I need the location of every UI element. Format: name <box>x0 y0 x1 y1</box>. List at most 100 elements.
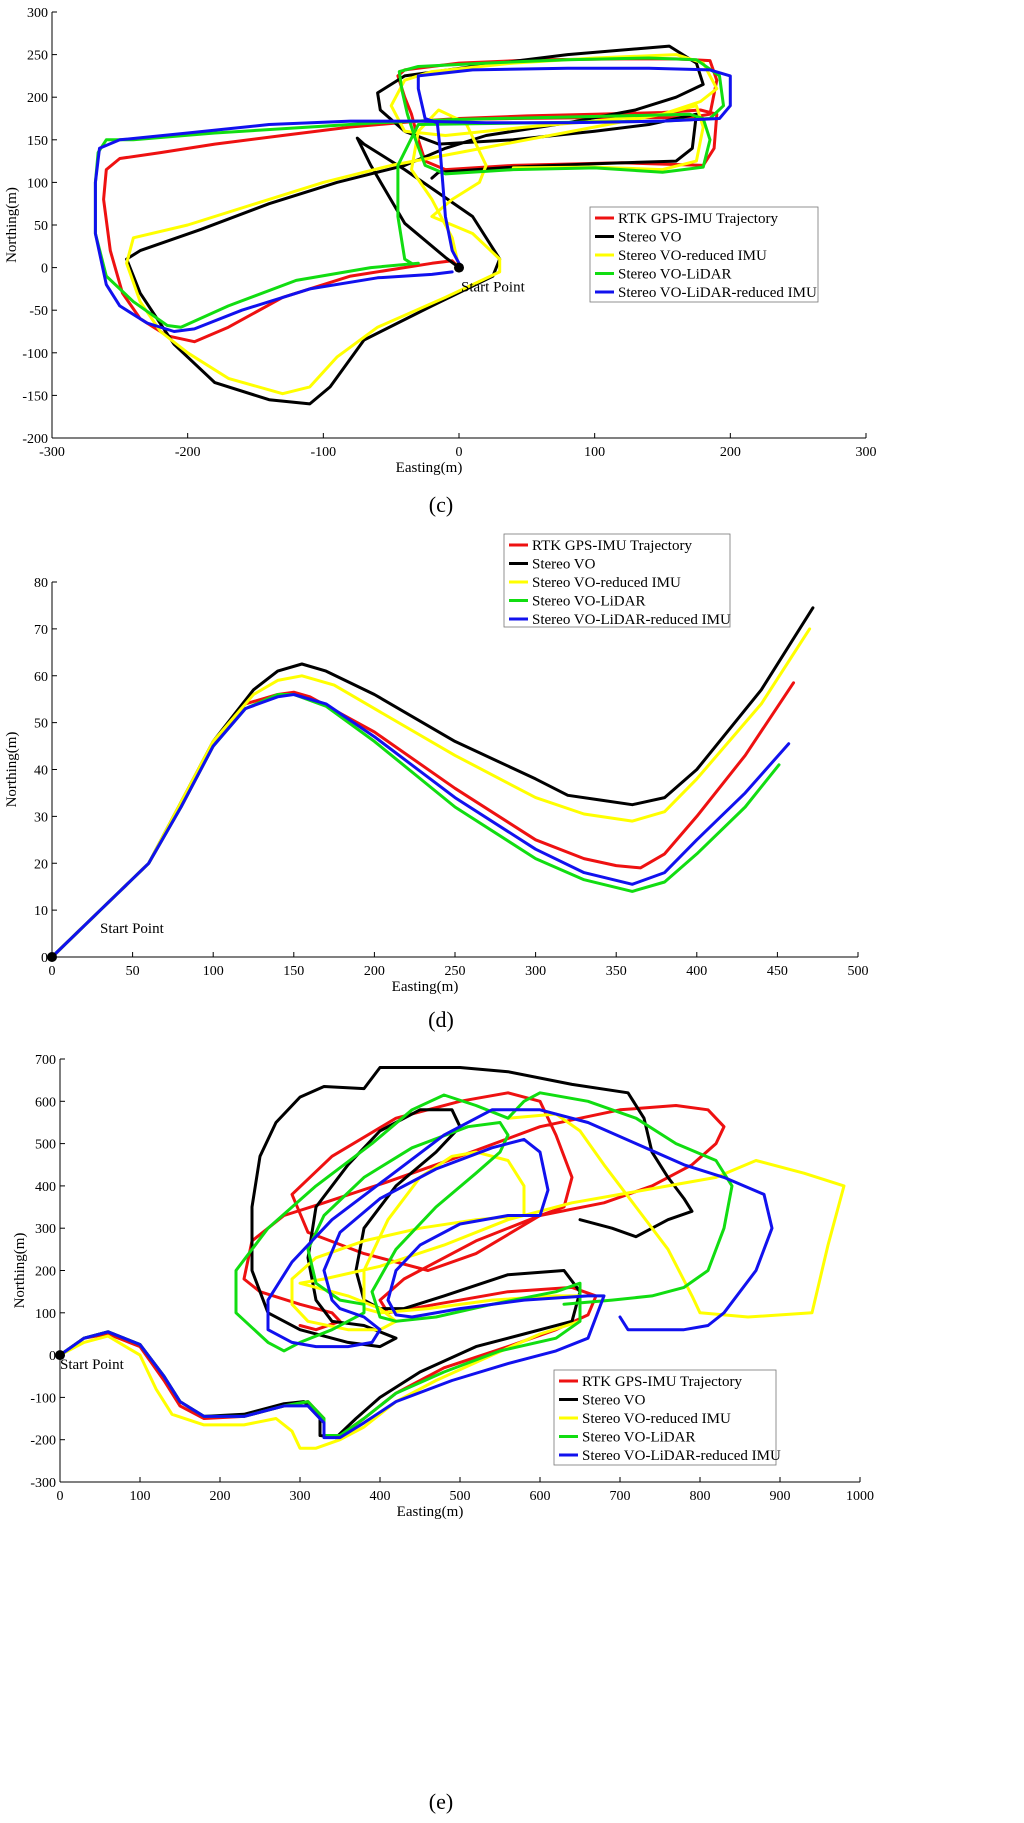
x-tick-label: 350 <box>606 964 627 979</box>
x-tick-label: 250 <box>445 964 466 979</box>
legend-entry: RTK GPS-IMU Trajectory <box>582 1374 742 1390</box>
y-tick-label: 0 <box>41 262 48 277</box>
x-tick-label: 450 <box>767 964 788 979</box>
x-tick-label: -300 <box>39 445 65 460</box>
y-tick-label: 10 <box>34 904 48 919</box>
legend: RTK GPS-IMU Trajectory Stereo VO Stereo VO… <box>503 533 731 628</box>
y-tick-label: 0 <box>41 951 48 966</box>
series-line-vo-lidar-imu <box>50 693 791 959</box>
x-tick-label: 400 <box>686 964 707 979</box>
y-tick-label: -300 <box>30 1476 56 1491</box>
y-tick-label: 400 <box>35 1180 56 1195</box>
start-point-marker <box>55 1350 65 1361</box>
x-tick-label: 800 <box>690 1489 711 1504</box>
x-tick-label: 200 <box>720 445 741 460</box>
legend-entry: Stereo VO-LiDAR-reduced IMU <box>618 285 817 301</box>
y-tick-label: 600 <box>35 1095 56 1110</box>
y-tick-label: 100 <box>35 1307 56 1322</box>
y-tick-label: 300 <box>35 1222 56 1237</box>
start-point-marker <box>47 952 57 962</box>
x-tick-label: 300 <box>856 445 877 460</box>
legend: RTK GPS-IMU Trajectory Stereo VO Stereo VO… <box>553 1369 781 1466</box>
y-tick-label: 100 <box>27 176 48 191</box>
x-tick-label: 300 <box>290 1489 311 1504</box>
legend-box <box>503 533 731 628</box>
y-tick-label: 50 <box>34 219 48 234</box>
x-tick-label: 900 <box>770 1489 791 1504</box>
x-tick-label: 100 <box>203 964 224 979</box>
legend-entry: Stereo VO <box>618 230 682 246</box>
chart-caption: (e) <box>429 1789 453 1814</box>
x-axis-label: Easting(m) <box>392 979 459 995</box>
x-axis-label: Easting(m) <box>396 460 463 476</box>
series-line-vo-imu <box>58 1112 846 1450</box>
x-tick-label: 0 <box>57 1489 64 1504</box>
y-tick-label: 500 <box>35 1138 56 1153</box>
legend-box <box>553 1369 777 1466</box>
x-tick-label: 0 <box>456 445 463 460</box>
x-tick-label: 50 <box>126 964 140 979</box>
chart-e: 0 100 200 300 400 500 600 700 800 900 1000-300-200… <box>12 1053 874 1814</box>
x-axis-label: Easting(m) <box>397 1504 464 1520</box>
y-tick-label: 50 <box>34 717 48 732</box>
legend-entry: RTK GPS-IMU Trajectory <box>618 211 778 227</box>
y-tick-label: 30 <box>34 810 48 825</box>
y-tick-label: -100 <box>22 347 48 362</box>
legend-entry: Stereo VO <box>532 557 596 573</box>
y-tick-label: 0 <box>49 1349 56 1364</box>
legend-entry: Stereo VO-LiDAR-reduced IMU <box>582 1448 781 1464</box>
chart-d: 0 50 100 150 200 250 300 350 400 450 500 0 10 20 30 40 5… <box>4 533 869 1032</box>
legend-entry: RTK GPS-IMU Trajectory <box>532 538 692 554</box>
x-tick-label: 0 <box>49 964 56 979</box>
legend-entry: Stereo VO <box>582 1393 646 1409</box>
y-tick-label: 300 <box>27 6 48 21</box>
chart-c: -300 -200 -100 0 100 200 300-200-150-100-50050… <box>4 6 877 517</box>
x-tick-label: 300 <box>525 964 546 979</box>
legend-entry: Stereo VO-reduced IMU <box>618 248 767 264</box>
legend: RTK GPS-IMU Trajectory Stereo VO Stereo VO… <box>589 206 819 303</box>
y-axis-label: Northing(m) <box>4 732 20 808</box>
start-point-label: Start Point <box>461 280 526 296</box>
x-tick-label: 400 <box>370 1489 391 1504</box>
legend-entry: Stereo VO-LiDAR <box>618 267 731 283</box>
y-tick-label: -200 <box>22 432 48 447</box>
start-point-label: Start Point <box>100 921 165 937</box>
chart-caption: (c) <box>429 492 453 517</box>
chart-caption: (d) <box>428 1007 454 1032</box>
y-tick-label: 70 <box>34 623 48 638</box>
legend-entry: Stereo VO-LiDAR-reduced IMU <box>532 612 731 628</box>
legend-box <box>589 206 819 303</box>
legend-entry: Stereo VO-LiDAR <box>532 594 645 610</box>
y-tick-label: -100 <box>30 1391 56 1406</box>
y-tick-label: -50 <box>29 304 48 319</box>
y-tick-label: -200 <box>30 1434 56 1449</box>
x-tick-label: 200 <box>210 1489 231 1504</box>
y-tick-label: 60 <box>34 670 48 685</box>
x-tick-label: 200 <box>364 964 385 979</box>
y-tick-label: 150 <box>27 134 48 149</box>
series-line-vo-imu <box>50 627 812 959</box>
y-tick-label: 200 <box>35 1265 56 1280</box>
legend-entry: Stereo VO-reduced IMU <box>532 575 681 591</box>
y-tick-label: -150 <box>22 389 48 404</box>
x-tick-label: -100 <box>310 445 336 460</box>
y-tick-label: 200 <box>27 91 48 106</box>
series-line-vo-lidar-imu <box>93 66 732 333</box>
series-line-vo-imu <box>125 53 719 396</box>
x-tick-label: 600 <box>530 1489 551 1504</box>
x-tick-label: 700 <box>610 1489 631 1504</box>
y-tick-label: 20 <box>34 857 48 872</box>
x-tick-label: 500 <box>450 1489 471 1504</box>
x-tick-label: 150 <box>283 964 304 979</box>
y-tick-label: 40 <box>34 764 48 779</box>
y-tick-label: 80 <box>34 576 48 591</box>
legend-entry: Stereo VO-LiDAR <box>582 1430 695 1446</box>
x-tick-label: 100 <box>584 445 605 460</box>
legend-entry: Stereo VO-reduced IMU <box>582 1411 731 1427</box>
x-tick-label: 500 <box>848 964 869 979</box>
series-line-vo-lidar-imu <box>58 1108 774 1440</box>
y-tick-label: 700 <box>35 1053 56 1068</box>
y-axis-label: Northing(m) <box>12 1233 28 1309</box>
x-tick-label: -200 <box>175 445 201 460</box>
